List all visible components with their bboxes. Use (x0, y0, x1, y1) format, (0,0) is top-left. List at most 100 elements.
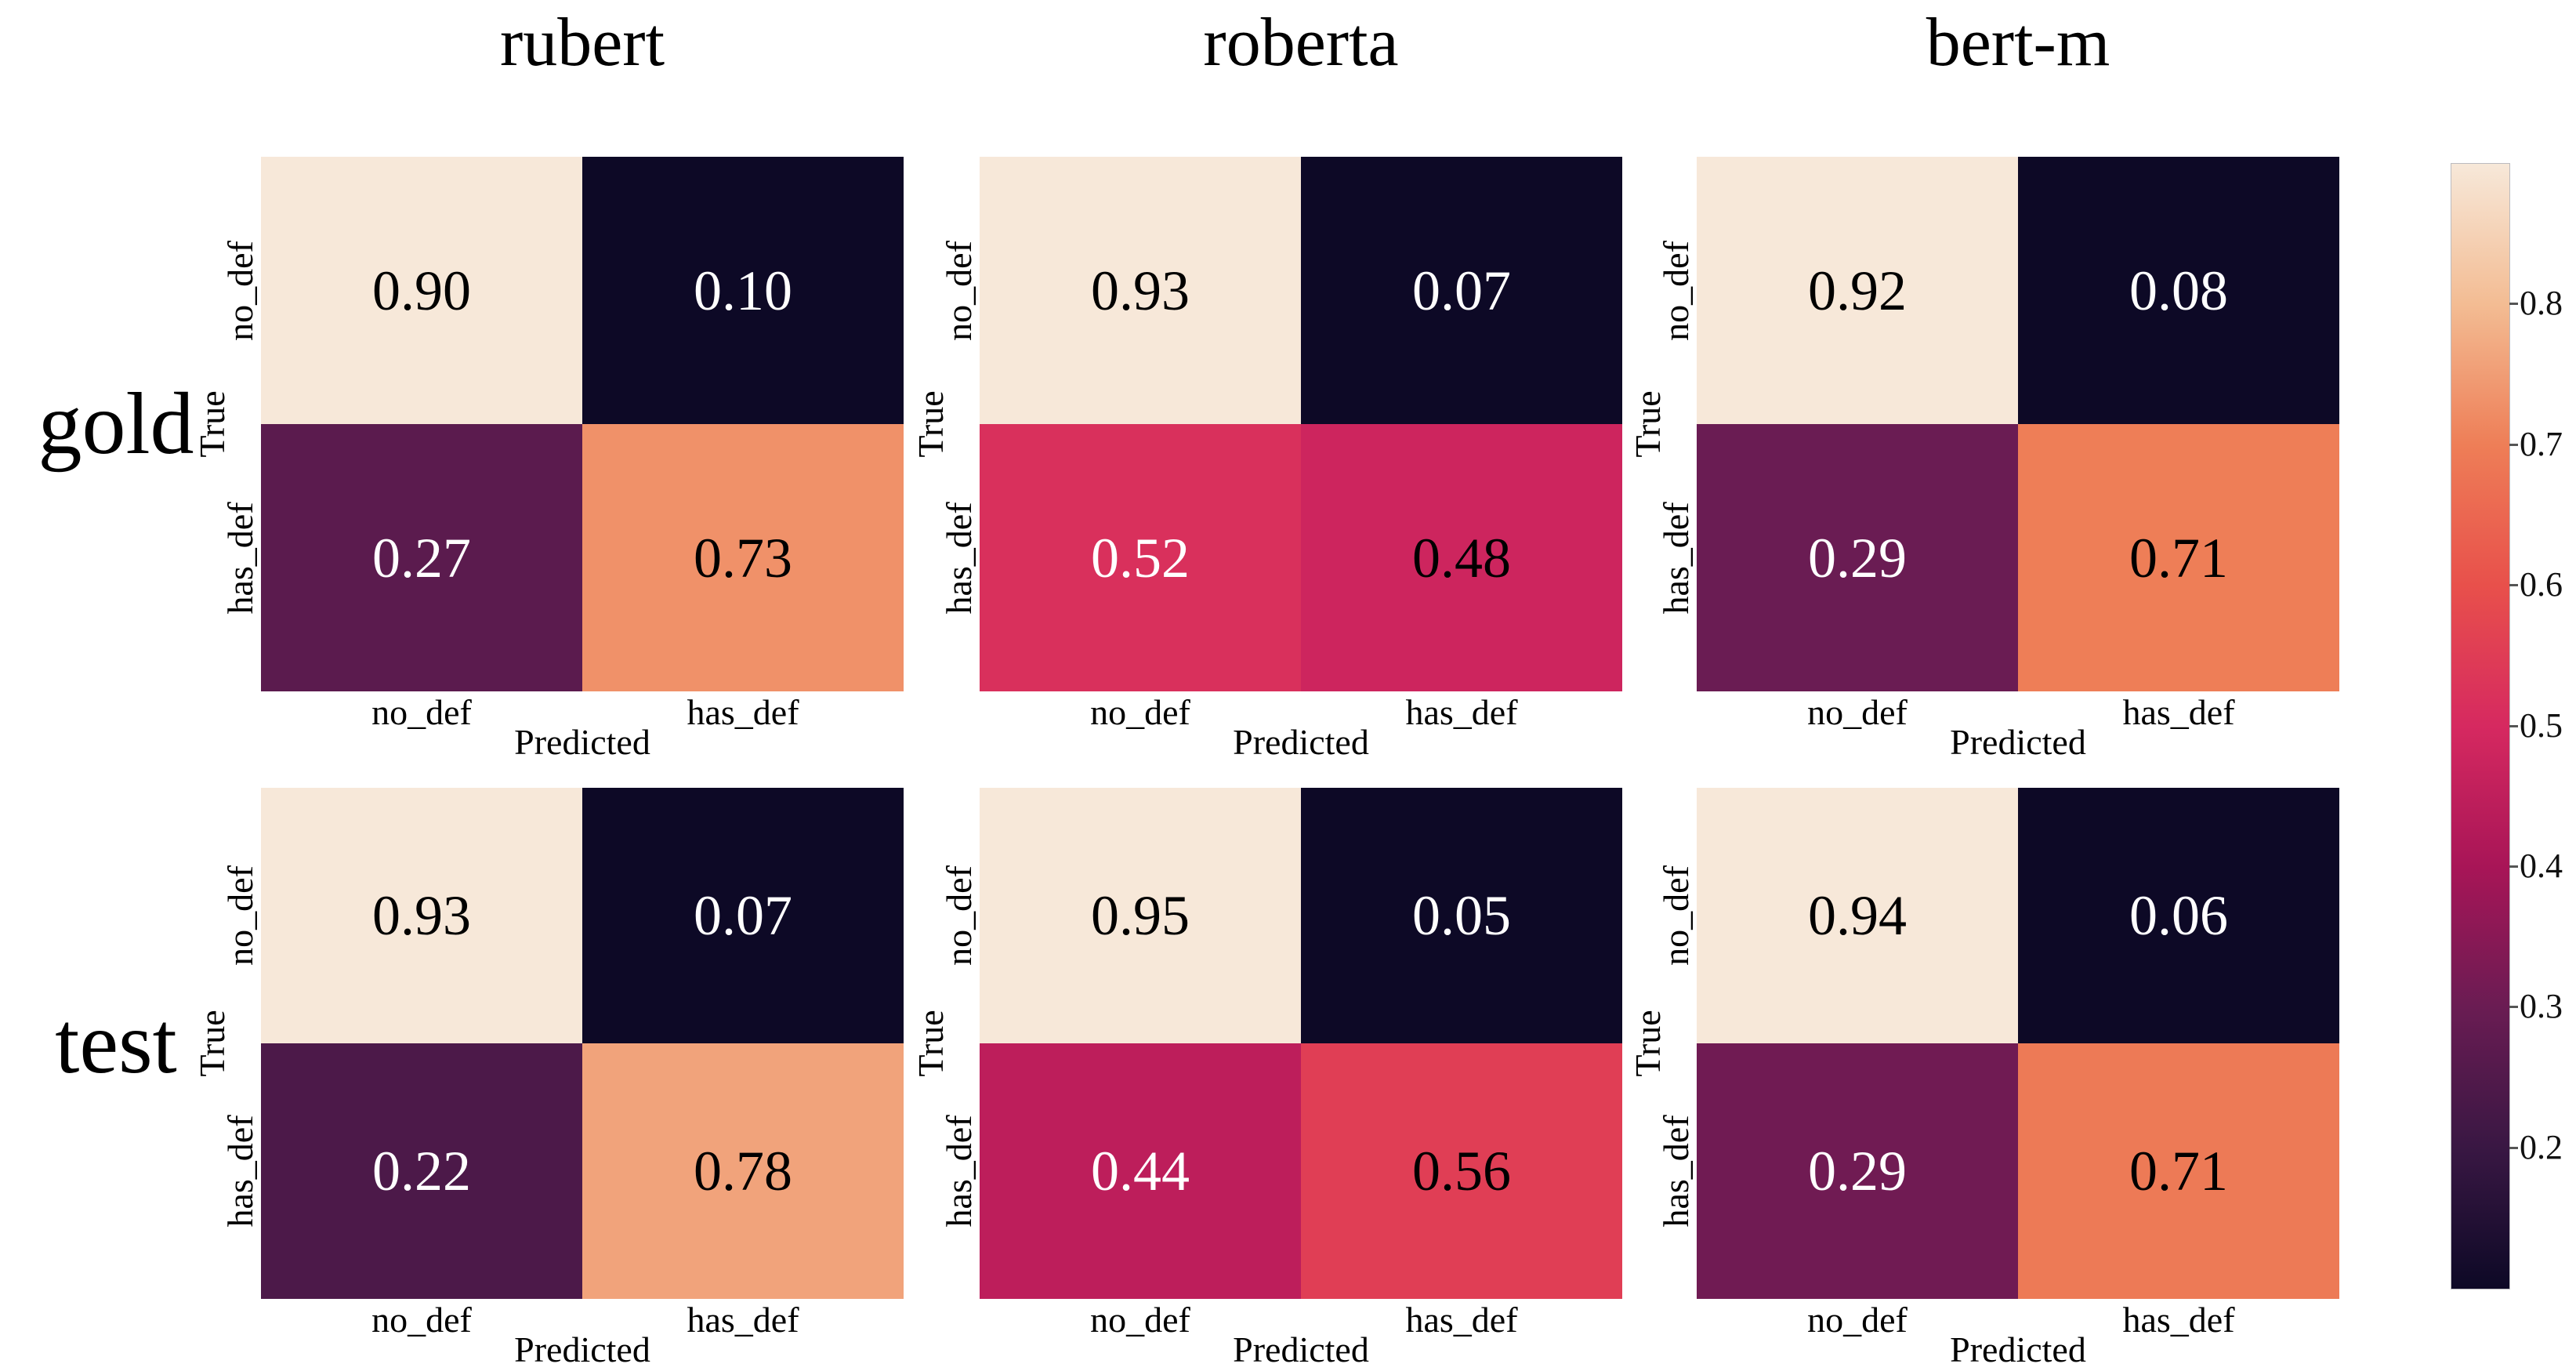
colorbar-tick-mark (2509, 865, 2518, 868)
cell-value: 0.22 (372, 1140, 471, 1202)
matrix-cell-test-bert-m-r0c1: 0.06 (2018, 788, 2339, 1043)
matrix-cell-gold-bert-m-r1c1: 0.71 (2018, 424, 2339, 691)
y-tick-label-has_def: has_def (939, 501, 979, 615)
x-tick-label-no_def: no_def (1807, 1300, 1908, 1340)
x-tick-label-no_def: no_def (371, 692, 472, 732)
column-title-roberta: roberta (1203, 5, 1399, 81)
y-axis-label: True (1628, 1010, 1668, 1077)
colorbar-tick-label: 0.3 (2520, 987, 2563, 1026)
y-tick-label-no_def: no_def (220, 865, 260, 966)
y-tick-label-no_def: no_def (939, 865, 979, 966)
cell-value: 0.93 (372, 884, 471, 947)
cell-value: 0.92 (1808, 259, 1907, 322)
cell-value: 0.93 (1091, 259, 1190, 322)
x-tick-label-has_def: has_def (1405, 692, 1518, 732)
matrix-cell-gold-rubert-r1c0: 0.27 (261, 424, 582, 691)
colorbar-tick-label: 0.6 (2520, 565, 2563, 604)
matrix-cell-test-rubert-r0c1: 0.07 (582, 788, 904, 1043)
colorbar-gradient (2451, 163, 2510, 1289)
matrix-cell-gold-rubert-r0c1: 0.10 (582, 157, 904, 424)
colorbar-tick-mark (2509, 1006, 2518, 1009)
confusion-matrix-test-roberta: 0.95 0.05 0.44 0.56 (980, 788, 1622, 1299)
y-axis-label: True (911, 1010, 951, 1077)
matrix-cell-test-bert-m-r1c0: 0.29 (1697, 1043, 2018, 1299)
matrix-cell-gold-bert-m-r1c0: 0.29 (1697, 424, 2018, 691)
colorbar-tick-label: 0.5 (2520, 705, 2563, 745)
row-label-test: test (55, 995, 177, 1092)
confusion-matrix-gold-bert-m: 0.92 0.08 0.29 0.71 (1697, 157, 2339, 691)
matrix-cell-gold-roberta-r1c1: 0.48 (1301, 424, 1622, 691)
colorbar-tick-mark (2509, 443, 2518, 446)
cell-value: 0.90 (372, 259, 471, 322)
y-axis-label: True (911, 390, 951, 458)
cell-value: 0.78 (694, 1140, 792, 1202)
matrix-cell-gold-roberta-r1c0: 0.52 (980, 424, 1301, 691)
x-axis-label: Predicted (514, 722, 650, 762)
cell-value: 0.27 (372, 526, 471, 589)
colorbar-tick-mark (2509, 1146, 2518, 1149)
y-axis-label: True (192, 1010, 232, 1077)
colorbar-tick-label: 0.7 (2520, 424, 2563, 463)
cell-value: 0.56 (1412, 1140, 1511, 1202)
cell-value: 0.06 (2129, 884, 2228, 947)
column-title-rubert: rubert (499, 5, 665, 81)
matrix-cell-gold-roberta-r0c1: 0.07 (1301, 157, 1622, 424)
colorbar-tick-mark (2509, 584, 2518, 587)
x-axis-label: Predicted (1950, 722, 2086, 762)
x-axis-label: Predicted (1233, 1329, 1369, 1369)
confusion-matrix-gold-rubert: 0.90 0.10 0.27 0.73 (261, 157, 904, 691)
cell-value: 0.08 (2129, 259, 2228, 322)
y-axis-label: True (1628, 390, 1668, 458)
y-tick-label-no_def: no_def (1656, 240, 1696, 341)
matrix-cell-gold-bert-m-r0c0: 0.92 (1697, 157, 2018, 424)
x-axis-label: Predicted (514, 1329, 650, 1369)
matrix-cell-test-rubert-r0c0: 0.93 (261, 788, 582, 1043)
y-tick-label-has_def: has_def (939, 1115, 979, 1228)
x-tick-label-has_def: has_def (1405, 1300, 1518, 1340)
colorbar-tick-mark (2509, 724, 2518, 727)
confusion-matrix-gold-roberta: 0.93 0.07 0.52 0.48 (980, 157, 1622, 691)
x-tick-label-has_def: has_def (2122, 692, 2235, 732)
matrix-cell-test-bert-m-r1c1: 0.71 (2018, 1043, 2339, 1299)
row-label-gold: gold (38, 375, 194, 473)
column-title-bert-m: bert-m (1926, 5, 2110, 81)
x-axis-label: Predicted (1950, 1329, 2086, 1369)
cell-value: 0.73 (694, 526, 792, 589)
confusion-matrix-test-bert-m: 0.94 0.06 0.29 0.71 (1697, 788, 2339, 1299)
matrix-cell-test-bert-m-r0c0: 0.94 (1697, 788, 2018, 1043)
x-tick-label-has_def: has_def (687, 1300, 799, 1340)
matrix-cell-test-roberta-r0c1: 0.05 (1301, 788, 1622, 1043)
matrix-cell-test-roberta-r1c1: 0.56 (1301, 1043, 1622, 1299)
x-tick-label-no_def: no_def (1090, 1300, 1190, 1340)
cell-value: 0.48 (1412, 526, 1511, 589)
cell-value: 0.71 (2129, 1140, 2228, 1202)
matrix-cell-test-rubert-r1c1: 0.78 (582, 1043, 904, 1299)
y-tick-label-has_def: has_def (1656, 1115, 1696, 1228)
matrix-cell-test-roberta-r1c0: 0.44 (980, 1043, 1301, 1299)
cell-value: 0.10 (694, 259, 792, 322)
x-tick-label-no_def: no_def (371, 1300, 472, 1340)
y-tick-label-no_def: no_def (1656, 865, 1696, 966)
confusion-matrix-test-rubert: 0.93 0.07 0.22 0.78 (261, 788, 904, 1299)
cell-value: 0.52 (1091, 526, 1190, 589)
cell-value: 0.29 (1808, 1140, 1907, 1202)
y-tick-label-has_def: has_def (1656, 501, 1696, 615)
x-tick-label-has_def: has_def (2122, 1300, 2235, 1340)
matrix-cell-test-roberta-r0c0: 0.95 (980, 788, 1301, 1043)
y-tick-label-no_def: no_def (220, 240, 260, 341)
matrix-cell-gold-bert-m-r0c1: 0.08 (2018, 157, 2339, 424)
x-axis-label: Predicted (1233, 722, 1369, 762)
colorbar-tick-mark (2509, 303, 2518, 306)
colorbar-tick-label: 0.2 (2520, 1127, 2563, 1166)
x-tick-label-no_def: no_def (1090, 692, 1190, 732)
y-tick-label-has_def: has_def (220, 501, 260, 615)
cell-value: 0.94 (1808, 884, 1907, 947)
cell-value: 0.07 (1412, 259, 1511, 322)
colorbar-tick-label: 0.4 (2520, 846, 2563, 885)
x-tick-label-has_def: has_def (687, 692, 799, 732)
cell-value: 0.71 (2129, 526, 2228, 589)
cell-value: 0.07 (694, 884, 792, 947)
matrix-cell-gold-roberta-r0c0: 0.93 (980, 157, 1301, 424)
matrix-cell-test-rubert-r1c0: 0.22 (261, 1043, 582, 1299)
